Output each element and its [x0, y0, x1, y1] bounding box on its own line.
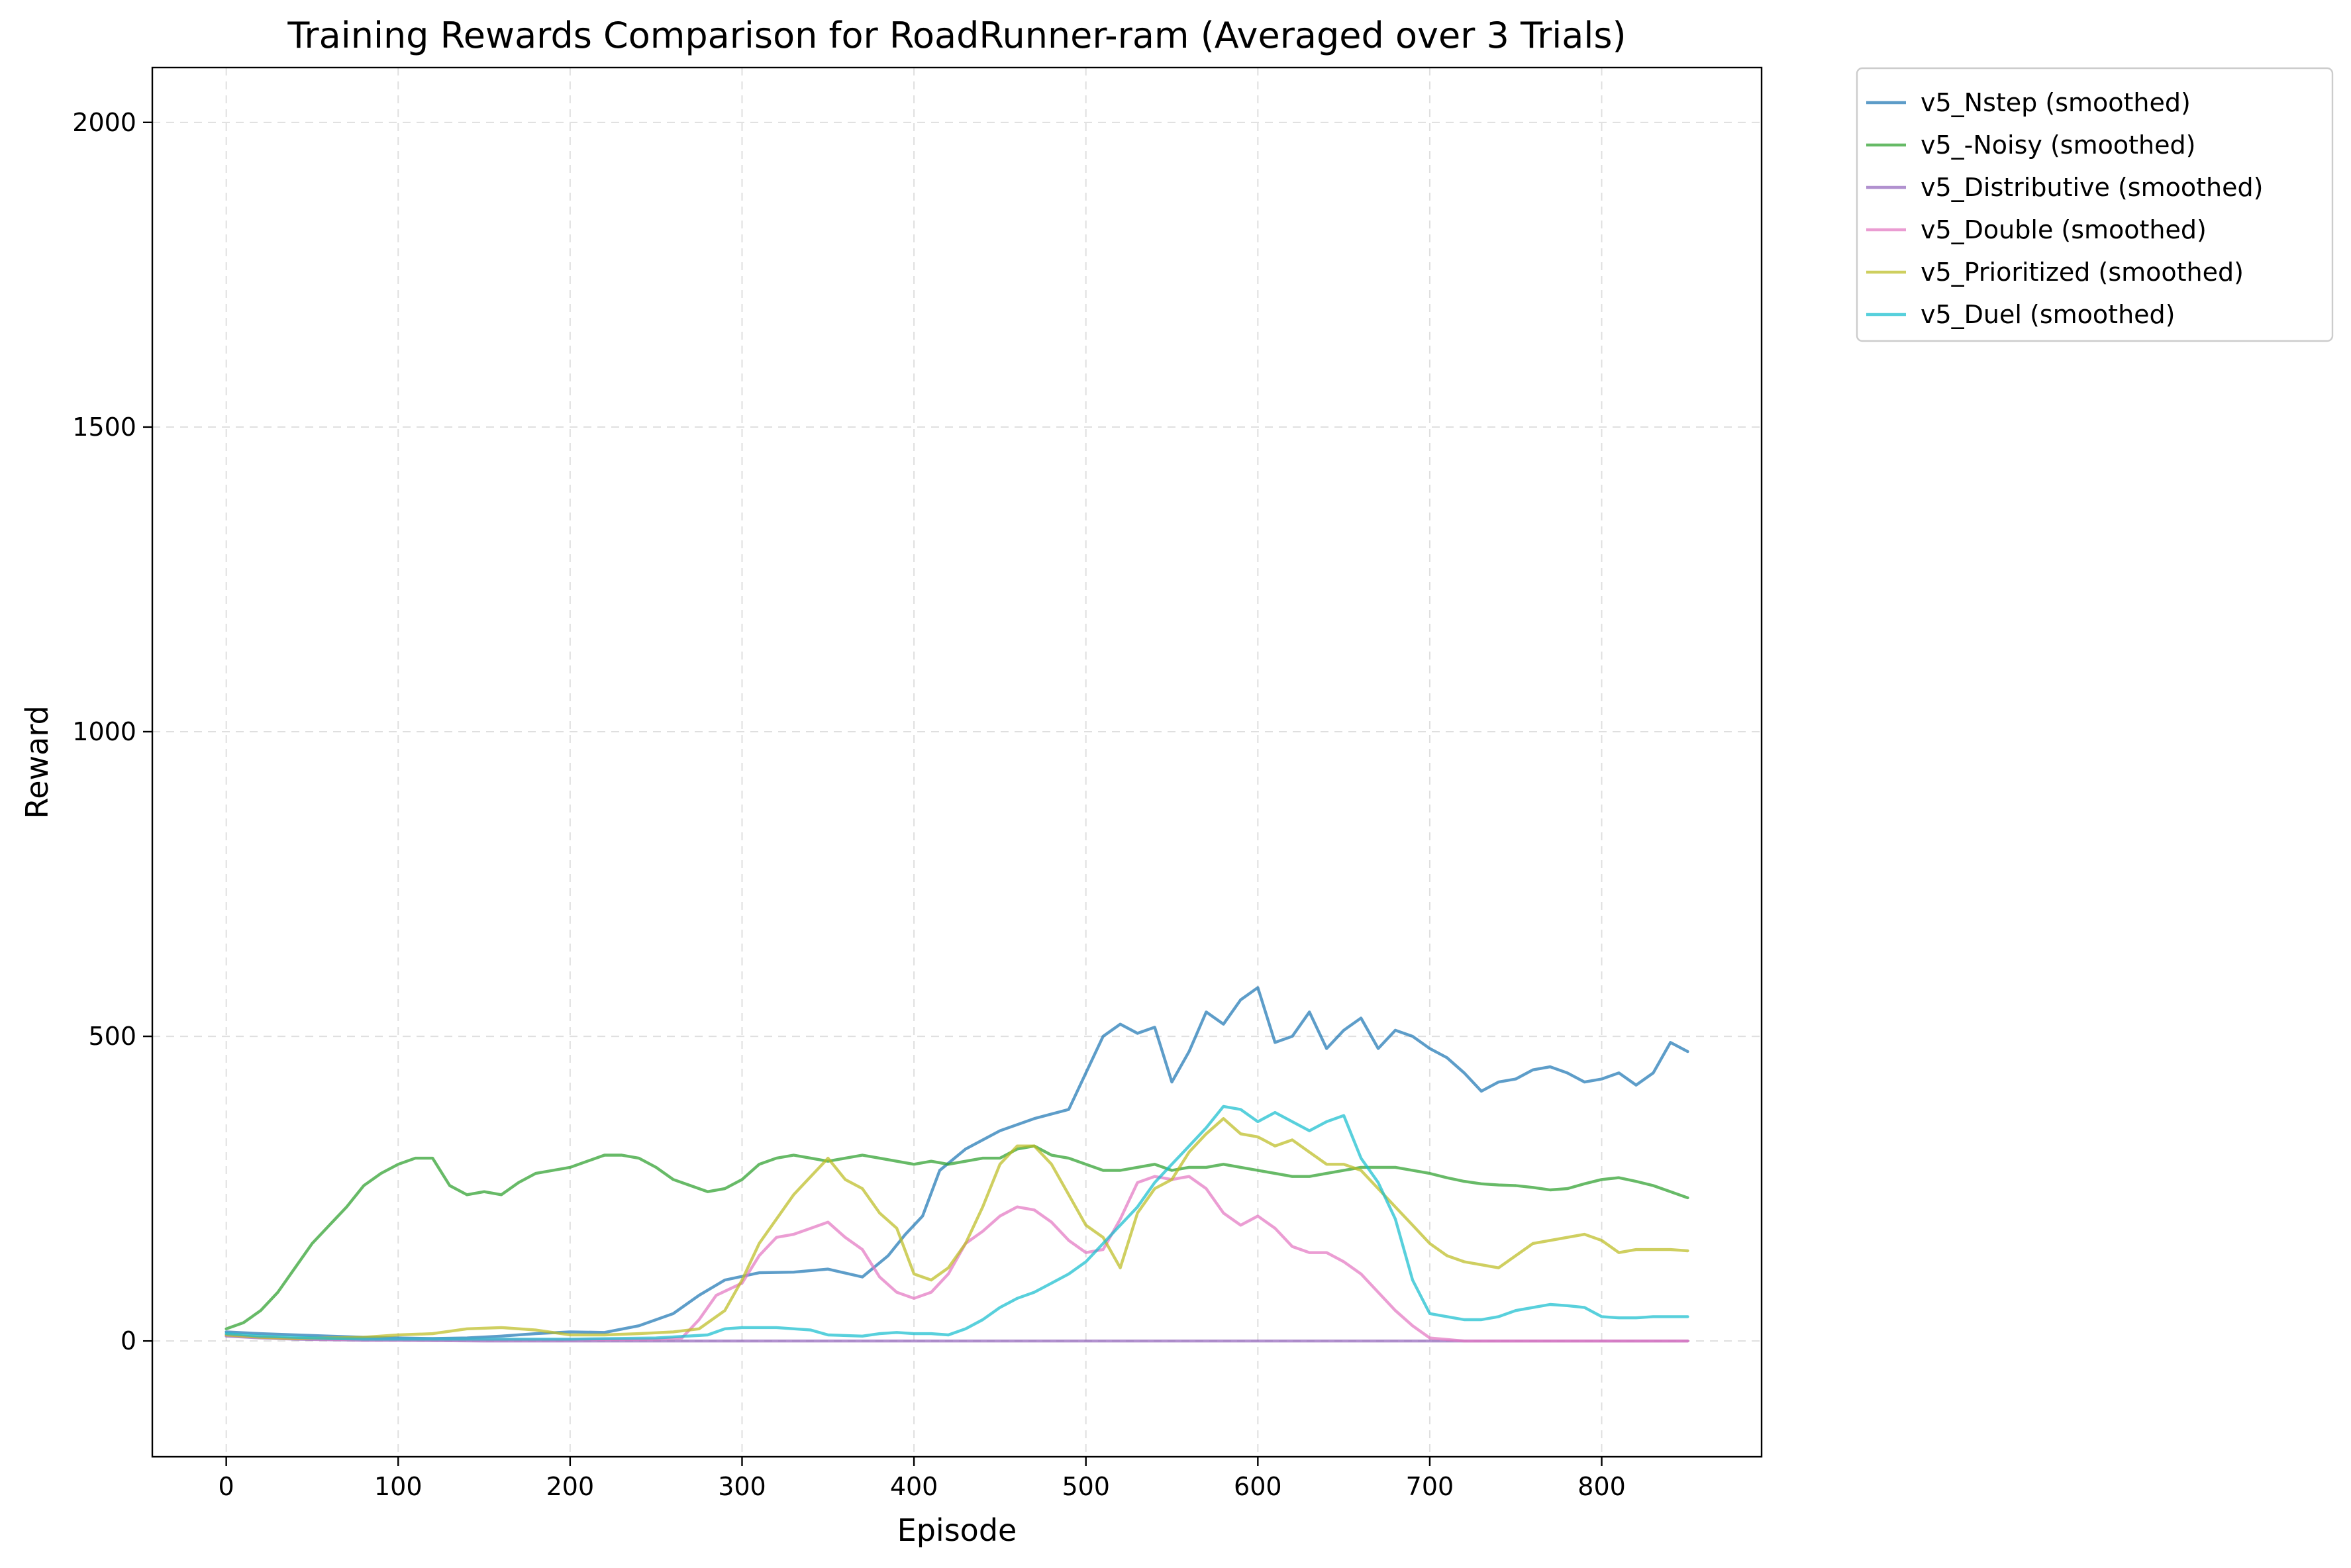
x-tick-label: 700	[1406, 1472, 1454, 1501]
series-line-2	[225, 1144, 1689, 1330]
legend-label: v5_Duel (smoothed)	[1921, 300, 2175, 329]
legend-items: v5_Nstep (smoothed) v5_-Noisy (smoothed) v…	[1866, 88, 2263, 329]
chart-title: Training Rewards Comparison for RoadRunn…	[287, 15, 1626, 56]
y-tick-label: 500	[88, 1022, 136, 1051]
legend-label: v5_Distributive (smoothed)	[1921, 173, 2263, 202]
legend-label: v5_Prioritized (smoothed)	[1921, 258, 2244, 287]
series-line-1	[225, 986, 1689, 1340]
series-lines	[225, 986, 1689, 1343]
x-axis-ticks: 0 100 200 300 400 500 600 700 800	[219, 1457, 1626, 1501]
plot-area	[151, 66, 1763, 1458]
plot-frame	[151, 66, 1763, 1458]
x-tick-label: 300	[718, 1472, 766, 1501]
x-axis-label: Episode	[897, 1512, 1017, 1548]
y-axis-ticks: 0 500 1000 1500 2000	[72, 108, 152, 1355]
y-tick-label: 2000	[72, 108, 136, 137]
series-line-5	[225, 1117, 1689, 1340]
x-tick-label: 200	[546, 1472, 595, 1501]
x-tick-label: 800	[1577, 1472, 1626, 1501]
legend-box	[1856, 67, 2334, 342]
y-axis-label: Reward	[19, 705, 55, 818]
series-line-6	[225, 1104, 1689, 1341]
x-tick-label: 600	[1234, 1472, 1282, 1501]
legend-label: v5_-Noisy (smoothed)	[1921, 130, 2195, 160]
y-tick-label: 0	[121, 1326, 136, 1355]
x-tick-label: 400	[890, 1472, 938, 1501]
x-tick-label: 0	[219, 1472, 234, 1501]
legend-label: v5_Double (smoothed)	[1921, 215, 2207, 244]
x-tick-label: 100	[374, 1472, 423, 1501]
y-tick-label: 1000	[72, 717, 136, 746]
series-line-4	[225, 1175, 1689, 1343]
legend: v5_Nstep (smoothed) v5_-Noisy (smoothed) v…	[1856, 67, 2334, 342]
x-tick-label: 500	[1062, 1472, 1110, 1501]
y-tick-label: 1500	[72, 413, 136, 442]
plot-background	[152, 68, 1762, 1457]
legend-label: v5_Nstep (smoothed)	[1921, 88, 2191, 117]
